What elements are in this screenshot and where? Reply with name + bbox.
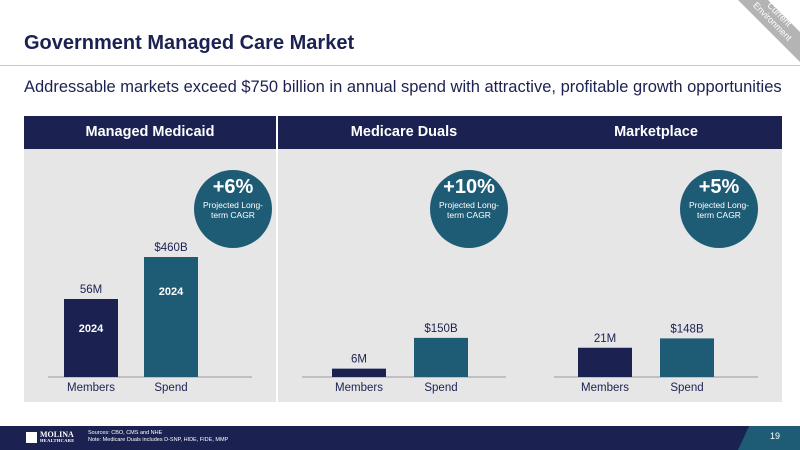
bar-members <box>332 368 386 377</box>
bar-inner-label-spend: 2024 <box>159 286 184 298</box>
tick-label-spend: Spend <box>424 382 457 394</box>
title-divider <box>0 65 800 66</box>
slide-title: Government Managed Care Market <box>24 32 355 54</box>
page-number: 19 <box>770 431 781 441</box>
panel-medicare-duals: Medicare Duals +10% Projected Long-term … <box>278 116 530 402</box>
corner-ribbon-label: Current Environment <box>751 0 794 43</box>
cagr-value: +5% <box>698 176 740 198</box>
data-label-spend: $148B <box>670 323 704 335</box>
panel-heading: Managed Medicaid <box>24 116 276 149</box>
bar-inner-label-members: 2024 <box>79 323 104 335</box>
bar-spend <box>660 338 714 377</box>
molina-logo: MOLINA HEALTHCARE <box>26 431 75 444</box>
data-label-members: 56M <box>80 284 102 296</box>
bar-spend <box>144 257 198 377</box>
panel-heading: Marketplace <box>530 116 782 149</box>
chart-medicare-duals: 6M Members $150B Spend <box>302 323 506 394</box>
bar-members <box>578 347 632 377</box>
slide-subtitle: Addressable markets exceed $750 billion … <box>24 78 782 96</box>
tick-label-members: Members <box>335 382 383 394</box>
chart-marketplace: 21M Members $148B Spend <box>554 323 758 394</box>
logo-cross-icon <box>26 432 37 443</box>
cagr-value: +10% <box>443 176 495 198</box>
data-label-spend: $460B <box>154 242 188 254</box>
footer-bar <box>0 426 800 450</box>
tick-label-spend: Spend <box>670 382 703 394</box>
cagr-caption: Projected Long-term CAGR <box>439 200 500 220</box>
chart-managed-medicaid: 56M 2024 Members $460B 2024 Spend <box>48 242 252 394</box>
tick-label-members: Members <box>67 382 115 394</box>
note-line: Note: Medicare Duals includes D-SNP, HID… <box>88 437 229 443</box>
cagr-badge: +6% Projected Long-term CAGR <box>194 170 272 248</box>
cagr-value: +6% <box>212 176 254 198</box>
cagr-badge: +5% Projected Long-term CAGR <box>680 170 758 248</box>
tick-label-spend: Spend <box>154 382 187 394</box>
panel-heading: Medicare Duals <box>278 116 530 149</box>
cagr-badge: +10% Projected Long-term CAGR <box>430 170 508 248</box>
panel-managed-medicaid: Managed Medicaid +6% Projected Long-term… <box>24 116 276 402</box>
bar-spend <box>414 337 468 377</box>
footer-accent <box>738 426 800 450</box>
logo-subtext: HEALTHCARE <box>40 438 75 443</box>
bar-members <box>64 299 118 377</box>
panel-marketplace: Marketplace +5% Projected Long-term CAGR… <box>530 116 782 402</box>
footer-sources: Sources: CBO, CMS and NHE Note: Medicare… <box>88 430 228 444</box>
data-label-spend: $150B <box>424 323 458 335</box>
tick-label-members: Members <box>581 382 629 394</box>
cagr-caption: Projected Long-term CAGR <box>203 200 264 220</box>
cagr-caption: Projected Long-term CAGR <box>689 200 750 220</box>
data-label-members: 6M <box>351 354 367 366</box>
data-label-members: 21M <box>594 333 616 345</box>
logo-text: MOLINA <box>40 430 74 439</box>
sources-line: Sources: CBO, CMS and NHE <box>88 430 163 436</box>
